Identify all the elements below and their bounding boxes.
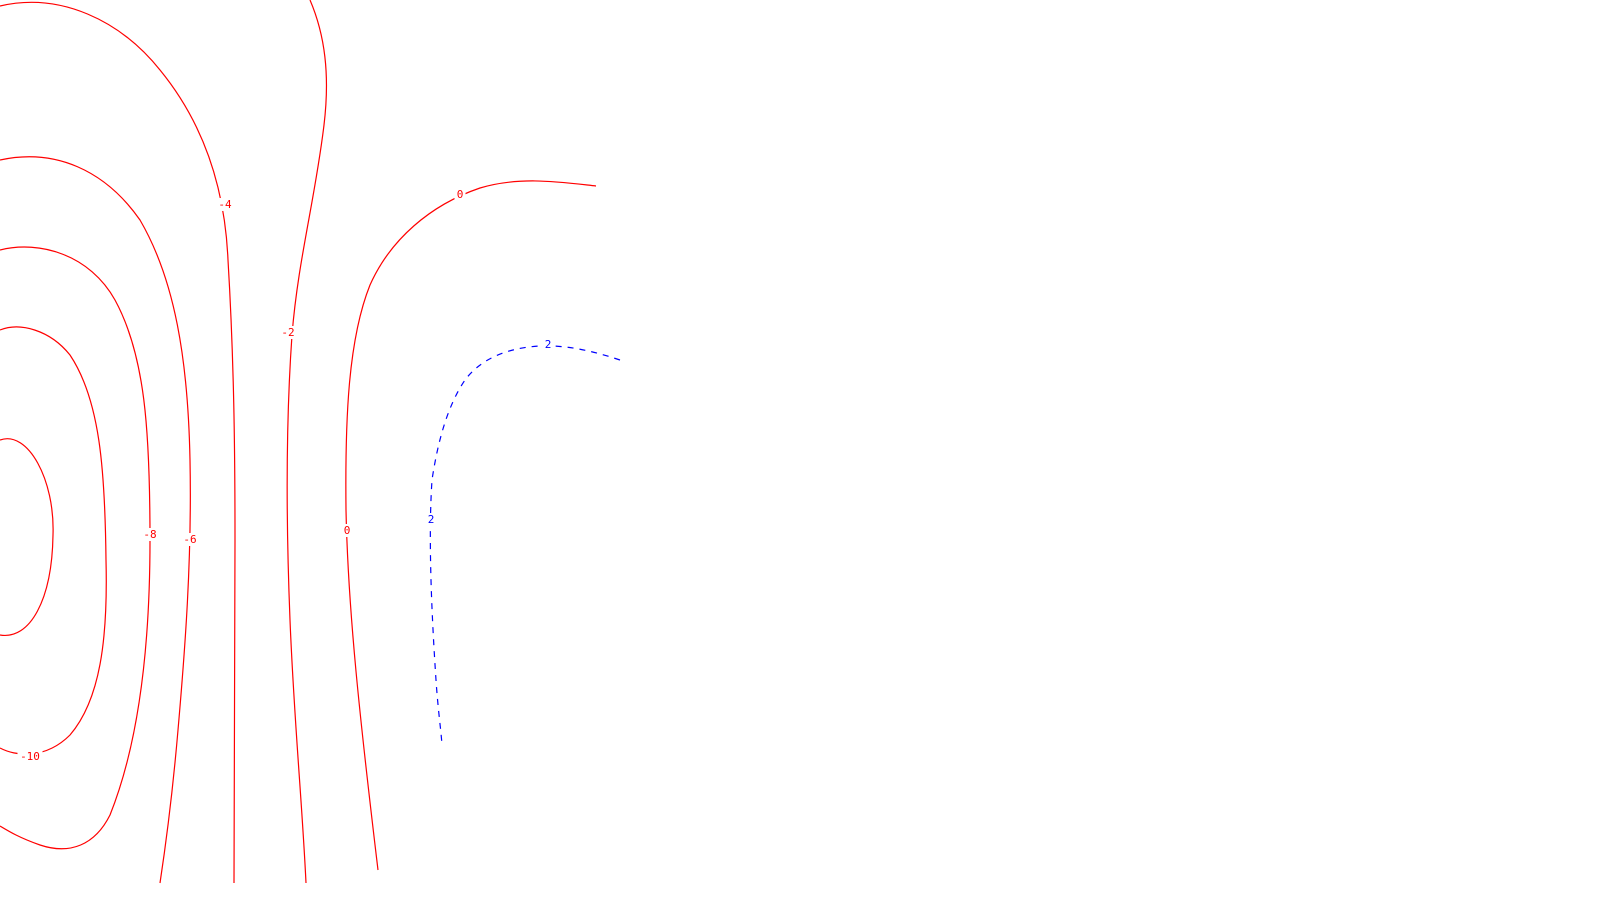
contour-line-level-2 [429,345,621,746]
contour-label: 2 [545,338,552,351]
contour-line-level-minus-10-part-1 [0,438,54,636]
contour-label: -4 [218,198,232,211]
contour-lines [0,0,621,884]
contour-label: -10 [20,750,40,763]
contour-line-level-0 [345,180,597,871]
contour-label-background [181,533,199,546]
contour-label-background [454,188,466,201]
contour-label-background [542,338,554,351]
contour-line-level-minus-6 [0,156,191,884]
contour-label: -2 [281,326,294,339]
contour-label: 2 [428,513,435,526]
contour-label-background [425,513,437,526]
contour-label-background [216,198,234,211]
contour-label: -6 [183,533,196,546]
contour-label: 0 [457,188,464,201]
contour-label-background [279,326,297,339]
contour-label-background [341,524,353,537]
contour-line-level-minus-10-part-2 [0,326,107,755]
contour-label: -8 [143,528,156,541]
contour-line-level-minus-8 [0,246,151,850]
contour-label-background [17,750,43,763]
contour-label: 0 [344,524,351,537]
contour-line-level-minus-2 [286,0,328,884]
contour-label-background [141,528,159,541]
contour-line-level-minus-4 [0,1,236,884]
contour-labels: -10 -8 -6 -4 -2 0 0 2 2 [17,188,554,763]
